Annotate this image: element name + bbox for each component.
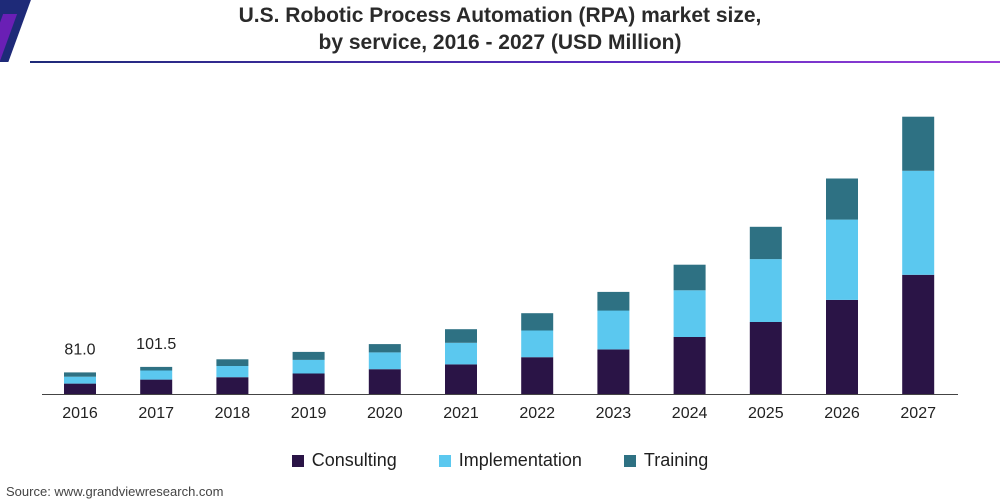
x-tick-label-2021: 2021 — [443, 405, 479, 422]
bar-consulting-2017 — [140, 379, 173, 394]
bar-consulting-2020 — [368, 369, 401, 394]
bar-training-2025 — [749, 226, 782, 260]
bar-implementation-2025 — [749, 259, 782, 322]
bar-implementation-2023 — [597, 310, 630, 350]
bar-consulting-2024 — [673, 336, 706, 394]
x-tick-label-2016: 2016 — [62, 405, 98, 422]
x-tick-label-2024: 2024 — [672, 405, 708, 422]
bar-implementation-2020 — [368, 352, 401, 370]
legend-item-training: Training — [623, 450, 709, 471]
bar-training-2020 — [368, 344, 401, 353]
bar-implementation-2019 — [292, 359, 325, 374]
bar-training-2021 — [445, 329, 477, 343]
bar-implementation-2021 — [445, 342, 477, 365]
legend-swatch-implementation — [438, 454, 451, 467]
x-tick-label-2019: 2019 — [291, 405, 327, 422]
bar-training-2027 — [902, 116, 935, 171]
bar-training-2018 — [216, 359, 249, 366]
bar-consulting-2027 — [902, 274, 935, 394]
bar-consulting-2026 — [826, 299, 858, 394]
bar-consulting-2023 — [597, 349, 630, 394]
x-tick-label-2023: 2023 — [596, 405, 632, 422]
bar-consulting-2019 — [292, 373, 325, 394]
bar-implementation-2016 — [64, 376, 96, 384]
chart-title: U.S. Robotic Process Automation (RPA) ma… — [0, 2, 1000, 56]
bar-implementation-2027 — [902, 170, 935, 275]
bar-training-2016 — [64, 372, 96, 377]
bar-implementation-2018 — [216, 366, 249, 378]
legend-item-consulting: Consulting — [291, 450, 397, 471]
legend-swatch-training — [623, 454, 636, 467]
x-tick-label-2025: 2025 — [748, 405, 784, 422]
bar-consulting-2016 — [64, 383, 96, 394]
legend-label-implementation: Implementation — [458, 450, 582, 470]
bar-consulting-2021 — [445, 364, 477, 394]
chart-title-line-2: by service, 2016 - 2027 (USD Million) — [318, 31, 682, 54]
legend-swatch-consulting — [291, 454, 304, 467]
legend-label-consulting: Consulting — [311, 450, 397, 470]
bar-training-2023 — [597, 291, 630, 311]
x-tick-label-2018: 2018 — [215, 405, 251, 422]
x-tick-label-2020: 2020 — [367, 405, 403, 422]
bar-implementation-2024 — [673, 290, 706, 337]
stacked-bar-chart: 2016 2017 2018 2019 2020 2021 2022 2023 2024 2025… — [42, 116, 958, 422]
bar-training-2017 — [140, 366, 173, 371]
legend-label-training: Training — [643, 450, 709, 470]
bar-training-2019 — [292, 351, 325, 360]
bar-training-2024 — [673, 264, 706, 291]
title-divider — [30, 61, 1000, 63]
x-tick-label-2022: 2022 — [519, 405, 555, 422]
bar-implementation-2022 — [521, 330, 554, 358]
x-tick-label-2017: 2017 — [138, 405, 174, 422]
bar-implementation-2017 — [140, 370, 173, 380]
data-label-2017: 101.5 — [136, 336, 176, 353]
x-tick-label-2027: 2027 — [900, 405, 936, 422]
bar-implementation-2026 — [826, 219, 858, 300]
bar-consulting-2018 — [216, 377, 249, 394]
bar-consulting-2022 — [521, 357, 554, 394]
legend-item-implementation: Implementation — [438, 450, 582, 471]
legend: Consulting Implementation Training — [0, 450, 1000, 471]
chart-title-line-1: U.S. Robotic Process Automation (RPA) ma… — [238, 4, 762, 27]
data-label-2016: 81.0 — [64, 341, 95, 358]
bar-training-2026 — [826, 178, 858, 220]
bar-consulting-2025 — [749, 322, 782, 394]
x-tick-label-2026: 2026 — [824, 405, 860, 422]
bar-training-2022 — [521, 313, 554, 331]
